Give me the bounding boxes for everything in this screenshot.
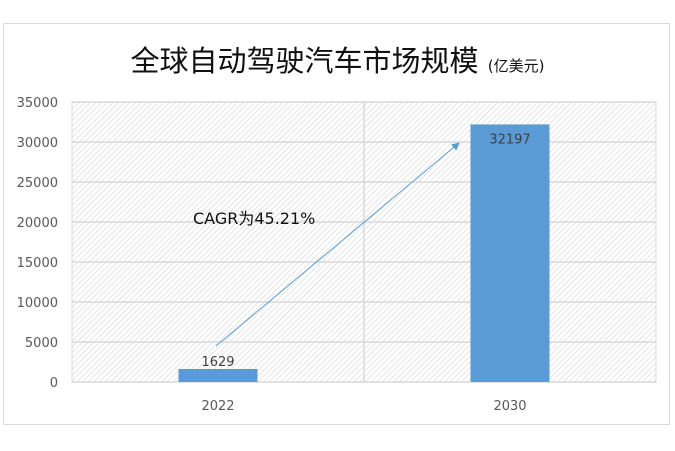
chart-title: 全球自动驾驶汽车市场规模 (亿美元) [0,38,675,80]
y-tick-label: 30000 [17,136,58,151]
y-tick-label: 10000 [17,296,58,311]
bar-2030 [470,124,550,382]
x-tick-label: 2030 [493,399,526,414]
title-text: 全球自动驾驶汽车市场规模 [130,44,479,78]
y-tick-label: 20000 [17,216,58,231]
y-tick-label: 35000 [17,96,58,111]
y-tick-label: 25000 [17,176,58,191]
growth-arrow [215,142,460,347]
chart-frame [3,23,670,425]
y-tick-label: 5000 [25,336,58,351]
data-label-2022: 1629 [201,355,234,370]
x-tick-label: 2022 [201,399,234,414]
data-label-2030: 32197 [489,132,530,147]
cagr-annotation: CAGR为45.21% [193,209,315,228]
unit-text: (亿美元) [487,57,545,75]
bar-2022 [178,368,258,382]
y-tick-label: 0 [50,376,58,391]
y-tick-label: 15000 [17,256,58,271]
